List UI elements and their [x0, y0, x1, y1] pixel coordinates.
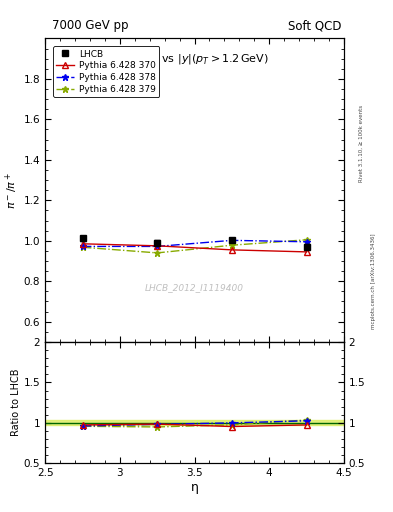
Text: Rivet 3.1.10, ≥ 100k events: Rivet 3.1.10, ≥ 100k events [359, 105, 364, 182]
Text: LHCB_2012_I1119400: LHCB_2012_I1119400 [145, 283, 244, 292]
Bar [45, 420, 344, 425]
Y-axis label: $\pi^-/\pi^+$: $\pi^-/\pi^+$ [3, 172, 20, 209]
X-axis label: η: η [191, 481, 198, 494]
Text: $\pi^-/\pi^+$ vs $|y|(p_T > 1.2\,\mathrm{GeV})$: $\pi^-/\pi^+$ vs $|y|(p_T > 1.2\,\mathrm… [120, 51, 269, 68]
Y-axis label: Ratio to LHCB: Ratio to LHCB [11, 369, 21, 436]
Legend: LHCB, Pythia 6.428 370, Pythia 6.428 378, Pythia 6.428 379: LHCB, Pythia 6.428 370, Pythia 6.428 378… [53, 46, 160, 97]
Text: 7000 GeV pp: 7000 GeV pp [52, 19, 129, 32]
Text: Soft QCD: Soft QCD [288, 19, 341, 32]
Text: mcplots.cern.ch [arXiv:1306.3436]: mcplots.cern.ch [arXiv:1306.3436] [371, 234, 376, 329]
